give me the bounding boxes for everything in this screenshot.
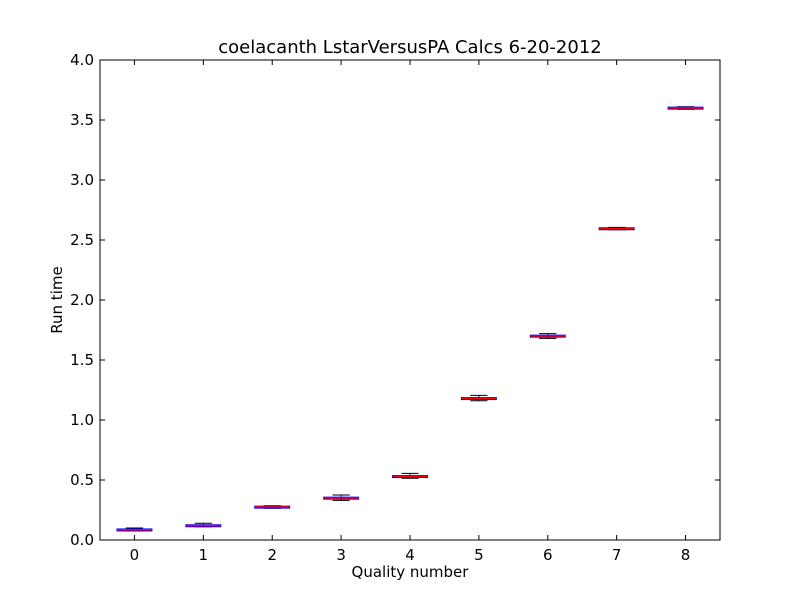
y-tick-label: 2.0 <box>70 291 94 309</box>
box-4 <box>392 472 428 479</box>
y-tick-label: 3.5 <box>70 111 94 129</box>
y-tick-label: 2.5 <box>70 231 94 249</box>
box-0 <box>116 527 153 532</box>
box-3 <box>323 494 360 501</box>
box-5 <box>460 394 497 402</box>
ticks-layer: 0 1 2 3 4 5 6 7 8 0.0 0.5 1.0 1.5 2.0 2.5 3.0 3.5 4.0 <box>70 51 720 564</box>
x-tick-label: 0 <box>130 546 140 564</box>
box-7 <box>598 226 635 231</box>
y-axis-label: Run time <box>48 266 66 333</box>
chart-title: coelacanth LstarVersusPA Calcs 6-20-2012 <box>218 37 601 58</box>
y-tick-label: 1.5 <box>70 351 94 369</box>
x-tick-label: 4 <box>405 546 415 564</box>
x-tick-label: 3 <box>336 546 346 564</box>
y-tick-label: 0.5 <box>70 471 94 489</box>
x-tick-label: 5 <box>474 546 484 564</box>
box-8 <box>667 106 704 110</box>
x-tick-label: 7 <box>612 546 622 564</box>
plot-frame <box>99 59 721 541</box>
y-tick-label: 1.0 <box>70 411 94 429</box>
x-tick-label: 2 <box>267 546 277 564</box>
box-6 <box>529 333 566 339</box>
x-tick-label: 6 <box>543 546 553 564</box>
x-axis-label: Quality number <box>352 563 470 581</box>
box-2 <box>254 505 291 509</box>
y-tick-label: 4.0 <box>70 51 94 69</box>
boxes-layer <box>116 106 704 532</box>
y-tick-label: 0.0 <box>70 531 94 549</box>
box-1 <box>185 522 222 528</box>
y-tick-label: 3.0 <box>70 171 94 189</box>
x-tick-label: 8 <box>681 546 691 564</box>
x-tick-label: 1 <box>199 546 209 564</box>
